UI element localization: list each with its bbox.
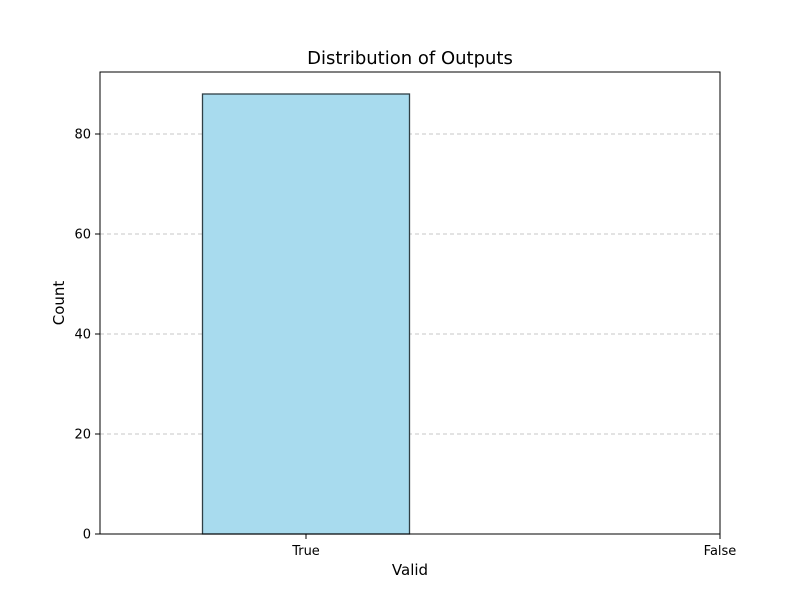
x-axis-ticks: True False [291,534,736,559]
y-tick-label: 40 [74,328,91,343]
chart-title: Distribution of Outputs [307,48,513,69]
plot-frame [99,71,721,535]
y-tick-label: 0 [83,528,91,543]
x-tick-label: False [704,544,737,559]
bar-series [201,93,411,535]
y-axis-label: Count [50,281,68,326]
y-tick-label: 80 [74,128,91,143]
y-axis-ticks: 0 20 40 60 80 [74,128,100,543]
y-tick-label: 20 [74,428,91,443]
y-tick-label: 60 [74,228,91,243]
x-tick-label: True [291,544,320,559]
x-axis-label: Valid [392,561,428,579]
bar-true [201,93,411,535]
